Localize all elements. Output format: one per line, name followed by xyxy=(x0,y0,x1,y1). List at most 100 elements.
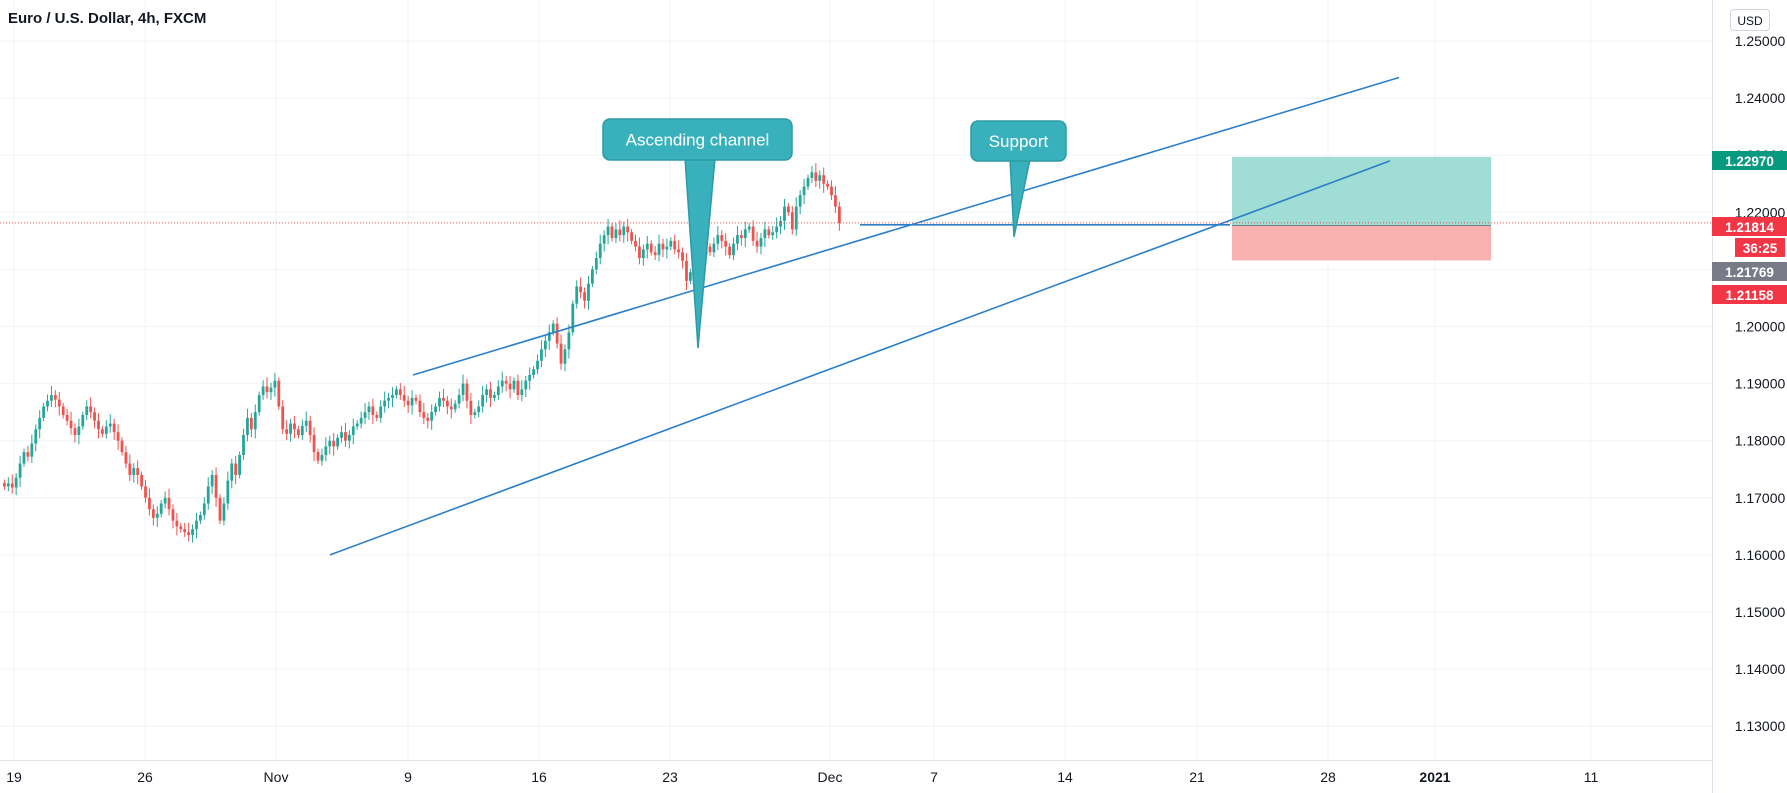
candle-body xyxy=(289,423,292,434)
candle-body xyxy=(810,172,814,179)
candle-body xyxy=(81,415,85,427)
candle xyxy=(167,488,171,516)
candle-body xyxy=(708,246,712,253)
candle xyxy=(367,401,371,420)
candle-body xyxy=(116,432,120,441)
candle-body xyxy=(551,323,555,333)
candle-body xyxy=(293,423,296,430)
candle xyxy=(351,418,355,445)
candle-body xyxy=(328,440,332,447)
candle xyxy=(783,198,786,231)
candle xyxy=(10,474,14,494)
candle-body xyxy=(587,283,590,301)
candle-body xyxy=(657,243,661,256)
candle xyxy=(496,380,500,400)
candle-body xyxy=(234,463,238,475)
price-label-bg xyxy=(1712,151,1787,170)
candle xyxy=(398,383,402,400)
candle-body xyxy=(567,332,571,350)
candle-body xyxy=(540,349,543,361)
candle xyxy=(806,174,810,191)
candle xyxy=(46,394,49,412)
candle-body xyxy=(97,420,100,430)
candle xyxy=(97,413,100,439)
candle xyxy=(567,324,571,359)
x-tick-label: 21 xyxy=(1189,769,1205,785)
candle xyxy=(148,488,151,516)
candle xyxy=(418,394,422,418)
currency-button[interactable]: USD xyxy=(1730,9,1770,31)
candle xyxy=(332,432,336,456)
candle xyxy=(136,460,140,485)
callout: Support xyxy=(970,120,1067,238)
candle xyxy=(69,411,73,435)
candle-body xyxy=(304,420,308,426)
candle xyxy=(316,448,320,465)
candle-body xyxy=(547,332,551,341)
candle-body xyxy=(461,383,465,396)
candle xyxy=(140,471,143,490)
callout-label: Ascending channel xyxy=(626,131,770,150)
candle-body xyxy=(830,186,833,196)
candle xyxy=(516,374,520,400)
candle xyxy=(634,234,637,252)
candle xyxy=(234,455,238,485)
candle-body xyxy=(230,463,234,481)
candle-body xyxy=(281,406,285,430)
price-axis[interactable]: 1.250001.240001.230001.220001.210001.200… xyxy=(1712,0,1787,793)
candle xyxy=(347,430,351,449)
candle xyxy=(438,391,441,412)
candle-body xyxy=(344,432,347,441)
x-tick-label: 16 xyxy=(531,769,547,785)
candle xyxy=(73,423,77,443)
time-axis[interactable]: 19 26 Nov 9 16 23 Dec 7 14 21 28 2021 11 xyxy=(0,760,1712,786)
candle xyxy=(42,403,45,422)
candle-body xyxy=(779,220,782,227)
candle-body xyxy=(759,237,763,247)
candle-body xyxy=(210,474,214,487)
candle-body xyxy=(477,406,481,413)
candle xyxy=(183,522,187,537)
candle-body xyxy=(371,406,375,416)
candle xyxy=(657,234,661,262)
candle-body xyxy=(728,246,731,256)
price-label-bg xyxy=(1712,262,1787,281)
candle xyxy=(575,280,579,309)
candle-body xyxy=(594,257,598,270)
candle xyxy=(320,448,324,466)
y-tick-label: 1.16000 xyxy=(1735,547,1786,563)
candle-body xyxy=(26,452,30,457)
candle xyxy=(653,245,657,260)
candle xyxy=(689,268,692,285)
candle xyxy=(685,253,688,290)
candle xyxy=(673,234,677,255)
candle-body xyxy=(175,520,179,527)
price-label-text: 36:25 xyxy=(1743,241,1778,256)
candle-body xyxy=(136,468,140,475)
y-tick-label: 1.22000 xyxy=(1735,204,1786,220)
candle xyxy=(159,500,163,518)
candle xyxy=(732,237,735,260)
candle xyxy=(344,422,347,447)
x-tick-label: Dec xyxy=(818,769,843,785)
candle-body xyxy=(195,520,198,530)
price-label-text: 1.21814 xyxy=(1725,220,1774,235)
candle xyxy=(257,391,261,416)
candle xyxy=(38,410,42,439)
candle-body xyxy=(598,243,602,258)
candle-body xyxy=(151,509,155,518)
candle-body xyxy=(128,463,132,475)
candle-body xyxy=(504,380,508,384)
candle-body xyxy=(379,406,383,418)
candle-body xyxy=(677,249,681,253)
candle xyxy=(837,201,841,231)
candle-body xyxy=(375,415,379,418)
candle-body xyxy=(736,235,739,244)
candle xyxy=(363,403,367,425)
candle xyxy=(242,428,245,460)
candle xyxy=(453,400,457,413)
candle xyxy=(555,317,559,349)
candle xyxy=(473,408,477,419)
